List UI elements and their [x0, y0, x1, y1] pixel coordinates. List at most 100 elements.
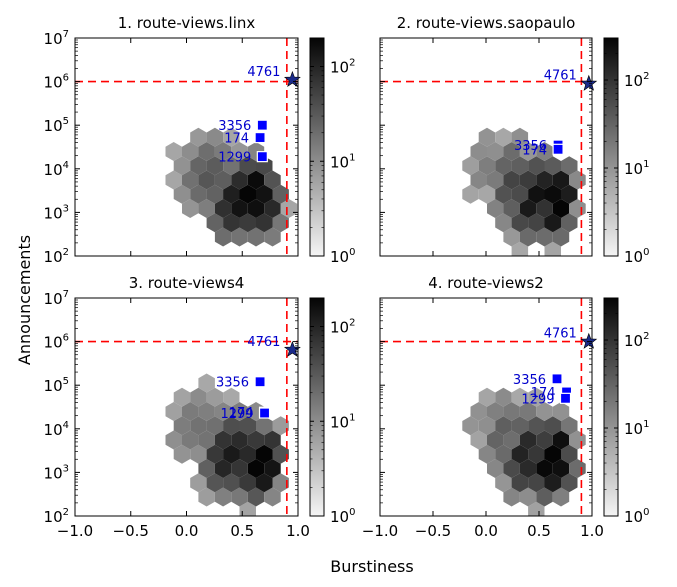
hex-cell	[544, 184, 561, 204]
colorbar-tick-label: 100	[330, 507, 355, 526]
hex-cell	[231, 402, 248, 421]
hex-cell	[478, 387, 496, 407]
x-axis-label: Burstiness	[330, 557, 413, 576]
hex-cell	[231, 199, 248, 218]
hex-cell	[528, 213, 545, 233]
hex-cell	[511, 444, 529, 464]
hex-cell	[487, 199, 504, 218]
colorbar-tick-label-exp: 2	[643, 331, 649, 342]
hex-cell	[182, 402, 199, 421]
hex-cell	[544, 444, 561, 464]
hex-cell	[561, 473, 578, 493]
colorbar-tick-label-exp: 0	[349, 507, 355, 518]
hex-cell	[528, 156, 545, 176]
highlight-label: 174	[531, 386, 556, 401]
hex-cell	[561, 184, 578, 204]
hex-cell	[214, 430, 232, 450]
hex-cell	[173, 444, 191, 464]
hex-cell	[264, 199, 281, 218]
hex-cell	[462, 184, 479, 204]
hex-cell	[503, 170, 520, 190]
hex-cell	[544, 156, 561, 176]
x-tick-label: −0.5	[415, 522, 451, 540]
hex-cell	[511, 213, 529, 233]
hex-cell	[165, 430, 182, 450]
y-tick-label-exp: 6	[63, 73, 69, 84]
hex-cell	[206, 127, 224, 147]
hex-cell	[478, 184, 496, 204]
hex-cell	[528, 416, 545, 436]
hex-cell	[487, 142, 504, 161]
hex-cell	[223, 473, 240, 493]
colorbar-tick-label: 102	[330, 318, 355, 337]
y-tick-label: 106	[44, 73, 69, 92]
hex-cell	[173, 156, 191, 176]
hex-cell	[206, 156, 224, 176]
colorbar-tick-label-base: 10	[624, 160, 643, 178]
hex-cell	[536, 227, 553, 247]
y-tick-label-base: 10	[44, 421, 63, 439]
x-tick-label: 0.5	[230, 522, 254, 540]
colorbar-tick-label: 100	[624, 507, 649, 526]
hex-cell	[256, 213, 273, 233]
x-tick-label: −1.0	[362, 522, 398, 540]
y-tick-label-base: 10	[44, 204, 63, 222]
hex-cell	[231, 227, 248, 247]
highlight-star-marker	[580, 74, 598, 91]
y-tick-label: 105	[44, 376, 69, 395]
hex-cell	[264, 170, 281, 190]
highlight-label: 4761	[544, 69, 577, 84]
hex-cell	[478, 127, 496, 147]
y-tick-label-exp: 6	[63, 333, 69, 344]
highlight-star-marker	[283, 340, 301, 357]
hex-cell	[561, 416, 578, 436]
colorbar-tick-label: 100	[624, 247, 649, 266]
hex-cell	[198, 487, 215, 507]
colorbar	[603, 297, 619, 517]
hex-cell	[231, 170, 248, 190]
hex-cell	[519, 227, 537, 247]
hex-cell	[214, 487, 232, 507]
colorbar-tick-label-base: 10	[624, 248, 643, 266]
panel-title: 4. route-views2	[428, 274, 544, 292]
y-tick-label: 104	[44, 160, 69, 179]
hex-cell	[511, 184, 529, 204]
y-tick-label: 107	[44, 29, 69, 48]
hex-cell	[503, 430, 520, 450]
highlight-square-marker	[254, 131, 266, 144]
y-tick-label-exp: 4	[63, 420, 69, 431]
hex-cell	[198, 142, 215, 161]
hex-cell	[239, 416, 256, 436]
hex-cell	[214, 142, 232, 161]
highlight-label: 3356	[216, 376, 249, 391]
hex-cell	[470, 170, 487, 190]
hex-cell	[495, 416, 512, 436]
hex-cell	[165, 142, 182, 161]
hex-cell	[470, 430, 487, 450]
hex-cell	[256, 444, 273, 464]
hex-cell	[495, 444, 512, 464]
hex-cell	[173, 416, 191, 436]
hex-cell	[519, 430, 537, 450]
hex-cell	[223, 213, 240, 233]
hex-cell	[223, 184, 240, 204]
hex-cell	[239, 444, 256, 464]
hex-cell	[214, 227, 232, 247]
hex-cell	[198, 459, 215, 478]
colorbar-tick-label: 101	[624, 419, 649, 438]
y-tick-label: 102	[44, 507, 69, 526]
highlight-label: 3356	[514, 139, 547, 154]
hex-cell	[487, 170, 504, 190]
y-tick-label-base: 10	[44, 290, 63, 308]
hex-cell	[495, 213, 512, 233]
hex-cell	[503, 487, 520, 507]
highlight-label: 4761	[247, 335, 280, 350]
hex-cell	[552, 227, 570, 247]
hex-cell	[536, 142, 553, 161]
hex-cell	[206, 387, 224, 407]
hex-cell	[272, 213, 289, 233]
hex-cell	[272, 184, 289, 204]
